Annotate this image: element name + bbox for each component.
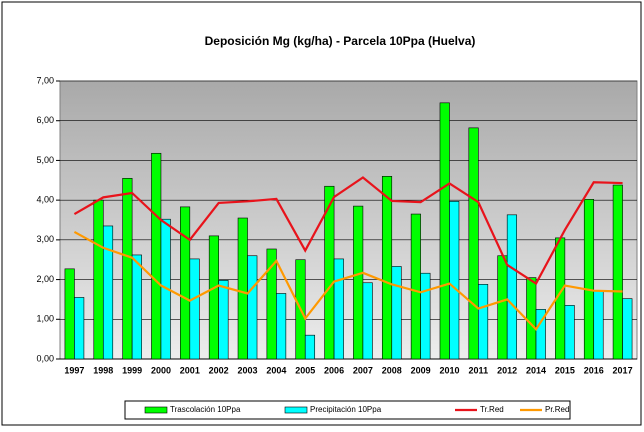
legend-label: Pr.Red	[545, 405, 569, 414]
bar	[64, 268, 75, 360]
x-tick-label: 2006	[324, 365, 344, 375]
x-tick-label: 2001	[180, 365, 200, 375]
line-series	[73, 176, 623, 286]
x-tick-label: 2011	[469, 365, 489, 375]
bar	[449, 201, 460, 360]
bar	[497, 255, 508, 360]
x-tick-label: 2014	[526, 365, 546, 375]
y-tick-label: 5,00	[36, 155, 54, 165]
bar	[391, 266, 402, 360]
bar	[122, 178, 133, 360]
y-tick-label: 0,00	[36, 353, 54, 363]
y-tick-label: 6,00	[36, 115, 54, 125]
x-tick-label: 2000	[151, 365, 171, 375]
bar	[439, 102, 450, 360]
bar	[381, 176, 393, 360]
x-tick-label: 2002	[209, 365, 229, 375]
bar	[622, 298, 633, 360]
y-tick-label: 2,00	[36, 274, 54, 284]
x-tick-label: 2010	[439, 365, 459, 375]
bar	[468, 127, 479, 360]
legend-label: Trascolación 10Ppa	[170, 405, 241, 414]
legend-box	[124, 400, 571, 420]
plot-area	[59, 80, 638, 360]
bar	[151, 152, 162, 360]
x-tick-label: 2003	[238, 365, 258, 375]
bar	[189, 258, 200, 360]
x-tick-label: 2009	[411, 365, 431, 375]
bar	[362, 282, 373, 360]
y-tick-label: 4,00	[36, 195, 54, 205]
x-tick-label: 2004	[266, 365, 286, 375]
x-tick-label: 1997	[64, 365, 84, 375]
bar	[218, 280, 229, 360]
bar	[583, 199, 595, 360]
x-tick-label: 2012	[497, 365, 517, 375]
x-tick-label: 1999	[122, 365, 142, 375]
bar	[131, 254, 142, 360]
legend-swatch	[284, 406, 308, 414]
bar	[593, 290, 604, 360]
bar	[478, 284, 489, 360]
x-tick-label: 2008	[382, 365, 402, 375]
line-series	[73, 230, 623, 331]
y-tick-label: 3,00	[36, 234, 54, 244]
bar	[506, 214, 517, 360]
bar	[276, 293, 287, 360]
bar	[564, 305, 575, 360]
bar	[74, 297, 85, 360]
bar	[612, 184, 623, 360]
bar	[535, 309, 546, 360]
bar	[304, 334, 316, 360]
x-tick-label: 2017	[613, 365, 633, 375]
bar	[180, 206, 191, 360]
chart-title: Deposición Mg (kg/ha) - Parcela 10Ppa (H…	[205, 34, 476, 48]
bar	[237, 217, 248, 360]
bar	[410, 213, 421, 360]
legend-label: Precipitación 10Ppa	[310, 405, 382, 414]
x-tick-label: 2005	[295, 365, 315, 375]
bar	[102, 225, 114, 360]
bar	[333, 258, 344, 360]
x-tick-label: 1998	[93, 365, 113, 375]
x-tick-label: 2015	[555, 365, 575, 375]
bar	[353, 205, 364, 360]
y-tick-label: 1,00	[36, 314, 54, 324]
bar	[247, 255, 258, 360]
bar	[93, 199, 104, 360]
bar	[526, 277, 537, 360]
bar	[208, 235, 219, 360]
x-tick-label: 2007	[353, 365, 373, 375]
x-tick-label: 2016	[584, 365, 604, 375]
y-tick-label: 7,00	[36, 75, 54, 85]
legend-label: Tr.Red	[480, 405, 504, 414]
legend-swatch	[144, 406, 168, 414]
bar	[420, 272, 431, 360]
